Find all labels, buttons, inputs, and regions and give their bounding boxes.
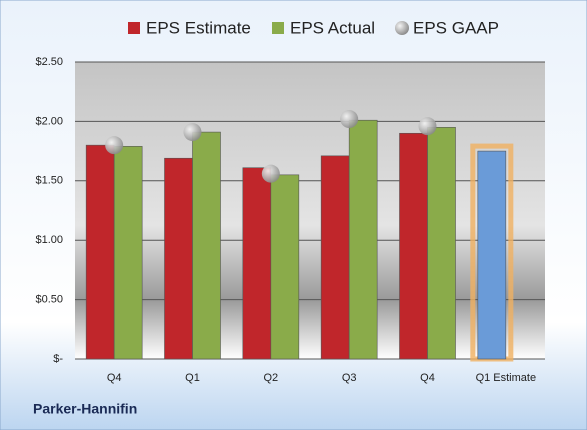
y-tick-label: $1.50 [35, 175, 63, 187]
y-tick-label: $- [53, 353, 63, 365]
y-tick-label: $2.00 [35, 115, 63, 127]
bar [270, 174, 300, 360]
legend-swatch [272, 22, 284, 34]
y-tick-label: $0.50 [35, 294, 63, 306]
legend-marker [395, 21, 409, 35]
legend-swatch [128, 22, 140, 34]
bar [477, 150, 507, 360]
bar [399, 132, 428, 360]
x-tick-label: Q4 [420, 372, 435, 384]
footer: Parker-Hannifin [33, 401, 137, 417]
x-tick-label: Q2 [263, 372, 278, 384]
y-tick-label: $1.00 [35, 234, 63, 246]
gaap-marker [340, 110, 359, 129]
bar [348, 119, 378, 360]
x-tick-label: Q1 Estimate [476, 372, 537, 384]
x-tick-label: Q4 [107, 372, 122, 384]
gaap-marker [105, 136, 124, 155]
legend-label: EPS Actual [290, 18, 375, 37]
gaap-marker [418, 117, 437, 136]
legend-label: EPS Estimate [146, 18, 251, 37]
gaap-marker [183, 123, 202, 142]
bar [113, 146, 143, 360]
gaap-marker [261, 164, 280, 183]
x-tick-label: Q3 [342, 372, 357, 384]
bar [85, 144, 115, 360]
legend-label: EPS GAAP [413, 18, 499, 37]
y-tick-label: $2.50 [35, 56, 63, 68]
bar [242, 167, 272, 360]
bar [427, 127, 456, 360]
bar [320, 155, 350, 360]
x-tick-label: Q1 [185, 372, 200, 384]
plot-area [75, 62, 545, 359]
bar [192, 131, 221, 360]
bar [164, 157, 193, 360]
